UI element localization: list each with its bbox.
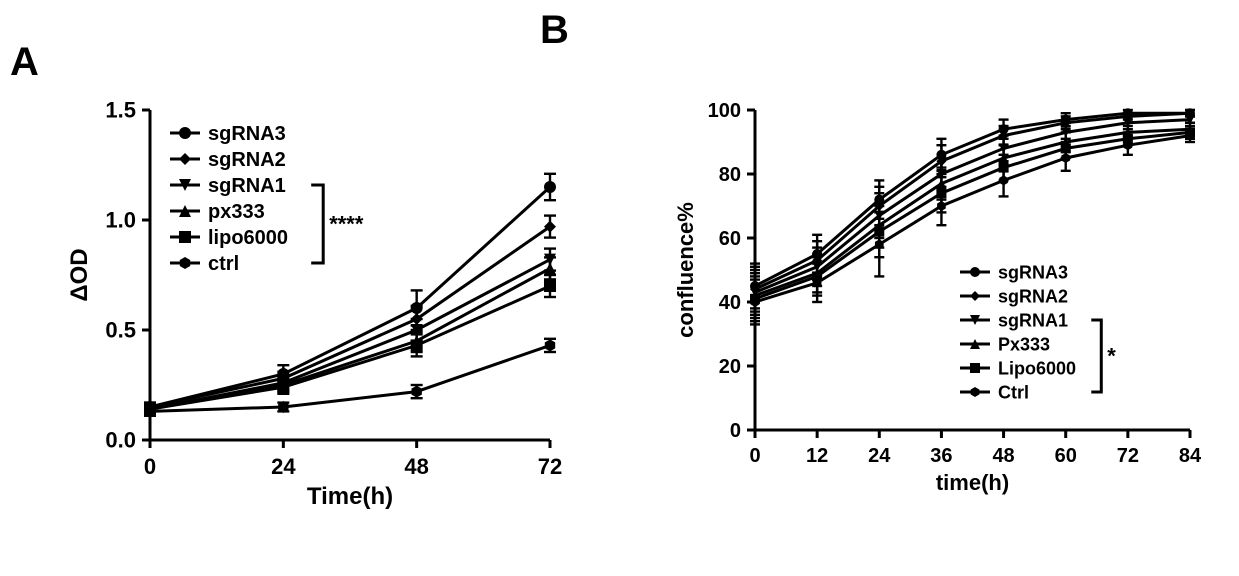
svg-text:1.0: 1.0 (105, 208, 136, 233)
svg-text:sgRNA2: sgRNA2 (208, 149, 286, 171)
page: { "panelA": { "label": "A", "label_fonts… (0, 0, 1239, 576)
svg-text:40: 40 (719, 292, 741, 314)
svg-text:sgRNA1: sgRNA1 (208, 175, 286, 197)
svg-text:px333: px333 (208, 201, 265, 223)
svg-text:60: 60 (719, 228, 741, 250)
svg-text:sgRNA3: sgRNA3 (998, 262, 1068, 282)
svg-text:72: 72 (1117, 445, 1139, 467)
svg-text:36: 36 (930, 445, 952, 467)
svg-text:0.5: 0.5 (105, 318, 136, 343)
svg-text:48: 48 (992, 445, 1014, 467)
svg-text:24: 24 (868, 445, 891, 467)
svg-text:0.0: 0.0 (105, 428, 136, 453)
svg-text:confluence%: confluence% (673, 202, 698, 338)
svg-text:sgRNA3: sgRNA3 (208, 123, 286, 145)
svg-text:0: 0 (749, 445, 760, 467)
svg-text:12: 12 (806, 445, 828, 467)
svg-text:****: **** (329, 212, 364, 237)
svg-text:24: 24 (271, 454, 296, 479)
panel-b-label: B (540, 8, 569, 53)
svg-text:sgRNA2: sgRNA2 (998, 286, 1068, 306)
svg-text:Ctrl: Ctrl (998, 382, 1029, 402)
chart-b: 0 20 40 60 80 100 0 12 24 36 48 60 72 84 time(h) conflu… (670, 90, 1210, 520)
svg-text:72: 72 (538, 454, 562, 479)
svg-text:Px333: Px333 (998, 334, 1050, 354)
svg-text:Lipo6000: Lipo6000 (998, 358, 1076, 378)
svg-text:0: 0 (730, 420, 741, 442)
svg-text:1.5: 1.5 (105, 98, 136, 123)
chart-a: 0.0 0.5 1.0 1.5 0 24 48 72 Time(h) ΔOD sgRNA3 sgRNA… (60, 90, 570, 530)
svg-text:100: 100 (708, 100, 741, 122)
svg-text:time(h): time(h) (936, 470, 1009, 495)
svg-text:sgRNA1: sgRNA1 (998, 310, 1068, 330)
svg-text:ctrl: ctrl (208, 253, 239, 275)
svg-text:*: * (1107, 344, 1116, 369)
svg-text:20: 20 (719, 356, 741, 378)
svg-text:Time(h): Time(h) (307, 483, 393, 510)
svg-text:0: 0 (144, 454, 156, 479)
svg-text:60: 60 (1055, 445, 1077, 467)
svg-text:lipo6000: lipo6000 (208, 227, 288, 249)
panel-a-label: A (10, 40, 39, 85)
svg-text:80: 80 (719, 164, 741, 186)
svg-text:84: 84 (1179, 445, 1202, 467)
svg-text:48: 48 (404, 454, 428, 479)
svg-text:ΔOD: ΔOD (66, 248, 93, 301)
